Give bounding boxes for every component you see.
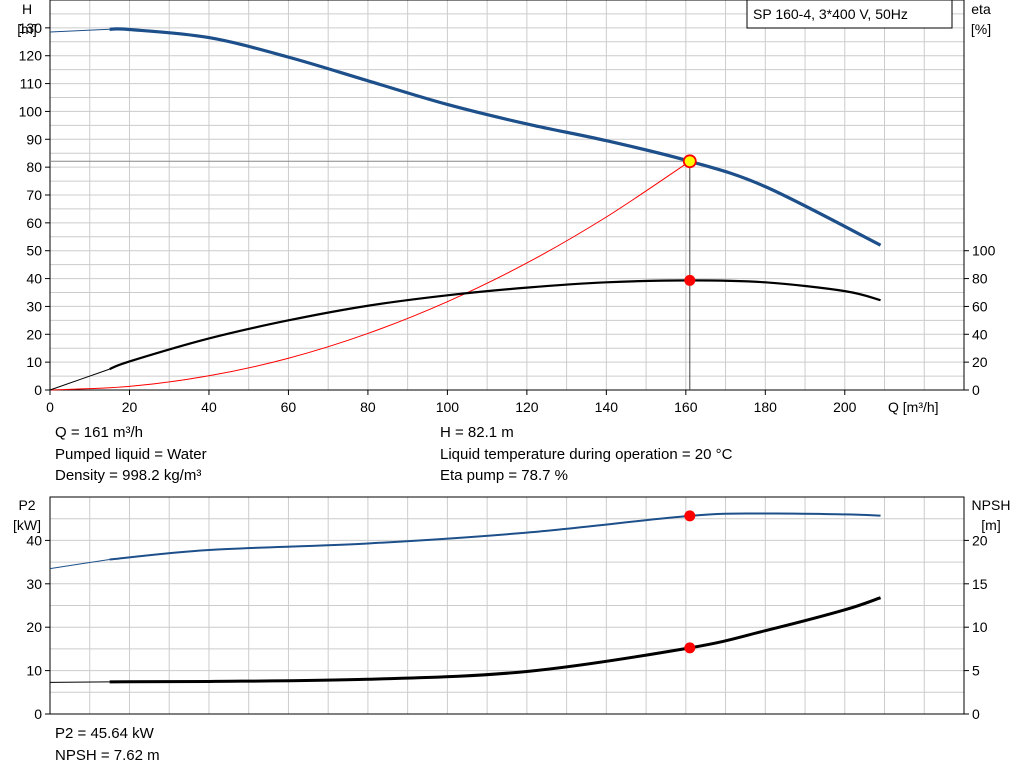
y-tick-label: 30 (26, 298, 42, 314)
bottom-series (49, 510, 882, 684)
x-tick-label: 160 (674, 399, 698, 415)
top-grid (50, 0, 964, 390)
x-tick-label: 100 (436, 399, 460, 415)
p2-curve (109, 512, 881, 561)
p2-tick-label: 20 (26, 619, 42, 635)
h-curve-extrapolation (49, 28, 110, 33)
info-q: Q = 161 m³/h (55, 424, 143, 441)
y-tick-label: 110 (20, 76, 43, 92)
info-liquid: Pumped liquid = Water (55, 446, 207, 463)
y-tick-label: 90 (26, 131, 42, 147)
info-npsh: NPSH = 7.62 m (55, 747, 160, 764)
x-axis-title: Q [m³/h] (888, 399, 939, 415)
y-tick-label: 10 (26, 354, 42, 370)
npsh-axis-title: NPSH (972, 497, 1011, 513)
x-tick-label: 40 (201, 399, 217, 415)
y-axis-title: H (22, 1, 32, 17)
y-tick-label: 70 (26, 187, 42, 203)
npsh-tick-label: 0 (972, 706, 980, 722)
y2-tick-label: 20 (972, 354, 988, 370)
y-tick-label: 60 (26, 215, 42, 231)
x-tick-label: 180 (754, 399, 778, 415)
x-tick-label: 200 (833, 399, 857, 415)
y-axis-unit: [m] (17, 21, 36, 37)
y-tick-label: 80 (26, 159, 42, 175)
x-tick-label: 120 (515, 399, 539, 415)
x-tick-label: 80 (360, 399, 376, 415)
y2-tick-label: 80 (972, 271, 988, 287)
npsh-operating-point (684, 642, 696, 654)
npsh-curve (109, 596, 882, 684)
eta-curve (109, 279, 881, 371)
p2-tick-label: 30 (26, 576, 42, 592)
p2-tick-label: 40 (26, 532, 42, 548)
x-tick-label: 140 (595, 399, 619, 415)
eta-curve-extrapolation (49, 368, 110, 391)
x-tick-label: 0 (46, 399, 54, 415)
h-operating-point (682, 154, 697, 169)
p2-axis-title: P2 (18, 497, 35, 513)
npsh-tick-label: 20 (972, 532, 988, 548)
y-tick-label: 100 (19, 103, 43, 119)
y-tick-label: 130 (19, 20, 43, 36)
y2-tick-label: 60 (972, 298, 988, 314)
info-density: Density = 998.2 kg/m³ (55, 467, 202, 484)
info-eta: Eta pump = 78.7 % (440, 467, 568, 484)
bottom-plot-frame (49, 496, 965, 715)
npsh-tick-label: 15 (972, 576, 988, 592)
top-series (49, 27, 882, 391)
npsh-axis-unit: [m] (981, 517, 1000, 533)
info-h: H = 82.1 m (440, 424, 514, 441)
y-tick-label: 0 (34, 382, 42, 398)
system-curve (49, 160, 691, 391)
info-temp: Liquid temperature during operation = 20… (440, 446, 733, 463)
p2-curve-extrapolation (49, 559, 110, 570)
p2-axis-unit: [kW] (13, 517, 41, 533)
eta-operating-point (684, 274, 696, 286)
y2-tick-label: 40 (972, 326, 988, 342)
y2-tick-label: 0 (972, 382, 980, 398)
y-tick-label: 120 (19, 48, 43, 64)
y-tick-label: 50 (26, 243, 42, 259)
npsh-tick-label: 10 (972, 619, 988, 635)
y-tick-label: 40 (26, 271, 42, 287)
npsh-tick-label: 5 (972, 663, 980, 679)
x-tick-label: 20 (122, 399, 138, 415)
y2-axis-unit: [%] (971, 21, 991, 37)
y-tick-label: 20 (26, 326, 42, 342)
p2-operating-point (684, 510, 696, 522)
legend-text: SP 160-4, 3*400 V, 50Hz (753, 6, 908, 22)
x-tick-label: 60 (281, 399, 297, 415)
tick-labels: 0102030405060708090100110120130020406080… (19, 20, 996, 722)
legend-box (746, 0, 953, 29)
p2-tick-label: 10 (26, 663, 42, 679)
y2-axis-title: eta (971, 1, 991, 17)
h-curve (109, 27, 882, 247)
p2-tick-label: 0 (34, 706, 42, 722)
info-p2: P2 = 45.64 kW (55, 725, 154, 742)
y2-tick-label: 100 (972, 243, 996, 259)
